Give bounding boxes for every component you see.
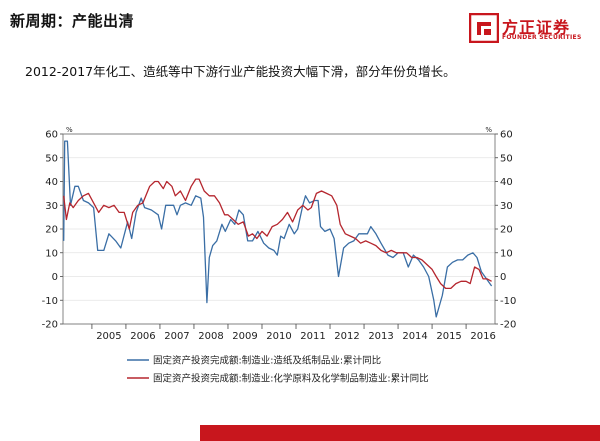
x-tick-label: 2013 bbox=[368, 331, 393, 342]
y-tick-label-left: 50 bbox=[45, 153, 58, 164]
y-tick-label-right: 60 bbox=[500, 130, 513, 141]
y-tick-label-right: -10 bbox=[500, 296, 516, 307]
x-tick-label: 2012 bbox=[334, 331, 359, 342]
series-line-1 bbox=[63, 140, 493, 318]
y-tick-label-right: 20 bbox=[500, 225, 513, 236]
series-line-2 bbox=[63, 178, 492, 290]
y-tick-label-right: 10 bbox=[500, 248, 513, 259]
y-tick-label-left: 30 bbox=[45, 201, 58, 212]
legend-label-2: 固定资产投资完成额:制造业:化学原料及化学制品制造业:累计同比 bbox=[153, 373, 429, 385]
footer-bar bbox=[200, 425, 600, 441]
x-tick-label: 2010 bbox=[266, 331, 291, 342]
plot-frame bbox=[62, 133, 496, 325]
x-tick-label: 2014 bbox=[402, 331, 427, 342]
page-title: 新周期：产能出清 bbox=[10, 12, 135, 30]
x-tick-label: 2011 bbox=[300, 331, 325, 342]
legend-label-1: 固定资产投资完成额:制造业:造纸及纸制品业:累计同比 bbox=[153, 355, 381, 367]
y-tick-label-left: 10 bbox=[45, 248, 58, 259]
x-tick-label: 2015 bbox=[436, 331, 461, 342]
line-chart: -20 -20 -10 -10 0 0 10 10 20 20 30 30 40 40 50 50 60 60%%… bbox=[42, 126, 517, 385]
x-tick-label: 2005 bbox=[96, 331, 121, 342]
subtitle: 2012-2017年化工、造纸等中下游行业产能投资大幅下滑，部分年份负增长。 bbox=[25, 64, 456, 79]
y-tick-label-right: 50 bbox=[500, 153, 513, 164]
x-tick-label: 2016 bbox=[470, 331, 495, 342]
y-tick-label-right: 30 bbox=[500, 201, 513, 212]
x-tick-label: 2007 bbox=[164, 331, 189, 342]
logo-mark-icon bbox=[469, 13, 499, 43]
x-tick-label: 2006 bbox=[130, 331, 155, 342]
y-tick-label-right: 0 bbox=[500, 272, 506, 283]
company-logo: 方正证券 FOUNDER SECURITIES bbox=[469, 13, 589, 45]
x-tick-label: 2009 bbox=[232, 331, 257, 342]
y-tick-label-right: 40 bbox=[500, 177, 513, 188]
y-unit-right: % bbox=[485, 126, 492, 134]
y-tick-label-left: 0 bbox=[52, 272, 58, 283]
y-tick-label-left: -10 bbox=[42, 296, 58, 307]
y-tick-label-left: -20 bbox=[42, 320, 58, 331]
x-tick-label: 2008 bbox=[198, 331, 223, 342]
y-tick-label-right: -20 bbox=[500, 320, 516, 331]
y-tick-label-left: 20 bbox=[45, 225, 58, 236]
logo-name-en: FOUNDER SECURITIES bbox=[502, 34, 582, 41]
logo-name-cn: 方正证券 bbox=[502, 18, 571, 37]
y-unit-left: % bbox=[66, 126, 73, 134]
y-tick-label-left: 40 bbox=[45, 177, 58, 188]
y-tick-label-left: 60 bbox=[45, 130, 58, 141]
